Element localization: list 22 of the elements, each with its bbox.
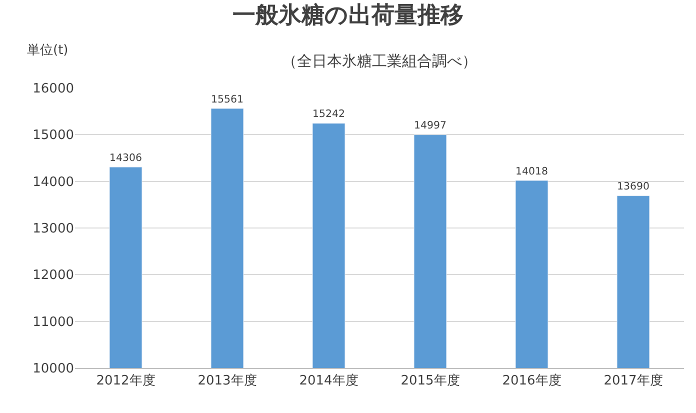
x-tick-label: 2014年度 bbox=[299, 372, 358, 389]
y-tick-label: 13000 bbox=[32, 222, 74, 237]
y-tick-label: 15000 bbox=[32, 128, 74, 144]
y-tick-label: 10000 bbox=[32, 362, 74, 377]
y-tick-label: 12000 bbox=[32, 268, 74, 284]
x-tick-label: 2013年度 bbox=[198, 372, 257, 389]
data-label: 14997 bbox=[414, 120, 446, 132]
data-label: 14306 bbox=[110, 152, 142, 164]
data-label: 15561 bbox=[211, 94, 244, 106]
chart-title: 一般氷糖の出荷量推移 bbox=[232, 2, 464, 28]
y-tick-label: 16000 bbox=[32, 82, 74, 97]
x-tick-label: 2016年度 bbox=[502, 372, 562, 389]
data-label: 15242 bbox=[312, 109, 345, 120]
x-tick-label: 2017年度 bbox=[604, 372, 663, 389]
x-tick-label: 2015年度 bbox=[400, 372, 460, 389]
x-tick-label: 2012年度 bbox=[96, 372, 156, 389]
y-tick-label: 11000 bbox=[32, 314, 74, 330]
data-label: 13690 bbox=[617, 182, 650, 193]
y-tick-label: 14000 bbox=[32, 174, 74, 190]
y-axis-title: 単位(t) bbox=[27, 43, 68, 58]
data-label: 14018 bbox=[516, 166, 548, 178]
chart-subtitle: （全日本氷糖工業組合調べ） bbox=[282, 52, 477, 70]
